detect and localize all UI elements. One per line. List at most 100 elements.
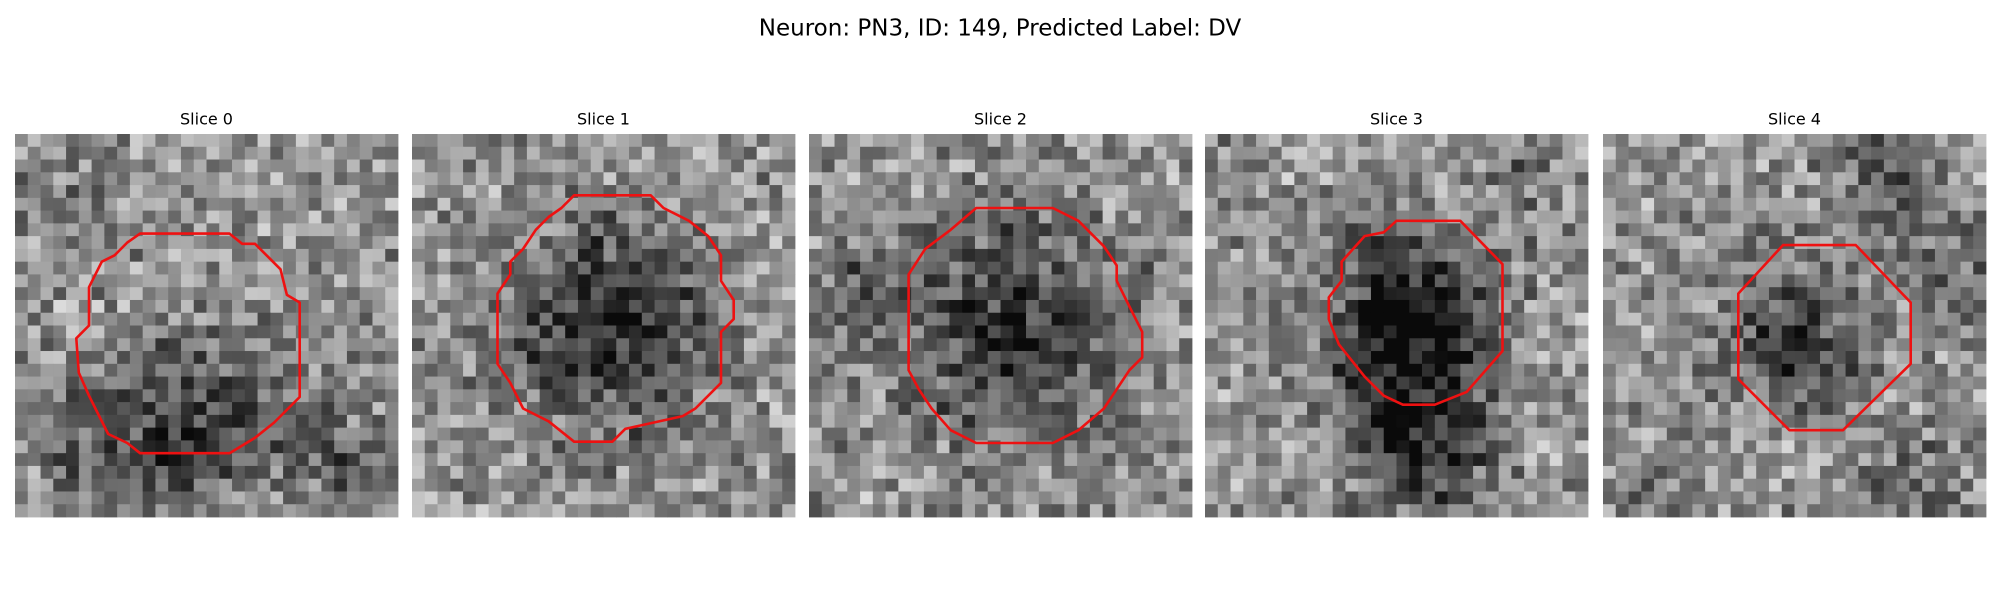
pixel xyxy=(53,210,67,224)
pixel xyxy=(193,261,207,275)
pixel xyxy=(155,299,169,314)
pixel xyxy=(1447,465,1461,480)
pixel xyxy=(1319,478,1334,492)
pixel xyxy=(821,453,835,467)
pixel xyxy=(962,465,976,480)
pixel xyxy=(743,172,758,186)
pixel xyxy=(1858,146,1872,160)
pixel xyxy=(1268,478,1282,492)
pixel xyxy=(1243,504,1257,518)
pixel xyxy=(1947,325,1961,339)
pixel xyxy=(1026,402,1040,416)
pixel xyxy=(1409,491,1423,505)
pixel xyxy=(1485,491,1500,505)
pixel xyxy=(488,351,502,365)
pixel xyxy=(616,146,630,160)
pixel xyxy=(104,210,118,224)
pixel xyxy=(1615,440,1629,454)
pixel xyxy=(987,134,1001,148)
pixel xyxy=(1960,287,1974,301)
pixel xyxy=(629,146,643,160)
pixel xyxy=(1064,389,1078,403)
pixel xyxy=(1409,299,1423,314)
pixel xyxy=(1473,402,1487,416)
pixel xyxy=(244,325,258,339)
pixel xyxy=(692,414,707,429)
pixel xyxy=(1536,185,1551,199)
pixel xyxy=(936,261,950,275)
pixel xyxy=(552,299,566,314)
pixel xyxy=(1179,389,1193,403)
pixel xyxy=(1434,172,1448,186)
pixel xyxy=(334,287,348,301)
pixel xyxy=(1447,504,1461,518)
pixel xyxy=(1679,210,1693,224)
pixel xyxy=(1358,325,1372,339)
pixel xyxy=(1820,376,1834,390)
pixel xyxy=(359,440,373,454)
pixel xyxy=(603,312,617,326)
pixel xyxy=(1447,402,1461,416)
pixel xyxy=(463,274,477,288)
pixel xyxy=(1679,465,1693,480)
pixel xyxy=(1717,351,1732,365)
pixel xyxy=(104,236,118,250)
pixel xyxy=(1256,478,1270,492)
pixel xyxy=(78,159,92,173)
pixel xyxy=(1294,210,1308,224)
pixel xyxy=(1883,248,1898,263)
pixel xyxy=(219,504,233,518)
pixel xyxy=(1934,274,1949,288)
pixel xyxy=(629,504,643,518)
pixel xyxy=(514,351,528,365)
pixel xyxy=(463,248,477,263)
pixel xyxy=(974,248,989,263)
pixel xyxy=(923,338,938,352)
pixel xyxy=(372,414,386,429)
pixel xyxy=(372,223,386,237)
pixel xyxy=(809,363,823,377)
pixel xyxy=(1883,363,1898,377)
pixel xyxy=(1128,389,1142,403)
pixel xyxy=(1281,236,1295,250)
pixel xyxy=(155,402,169,416)
pixel xyxy=(1230,185,1244,199)
pixel xyxy=(1179,325,1193,339)
pixel xyxy=(168,261,182,275)
pixel xyxy=(1485,440,1500,454)
pixel xyxy=(1934,465,1949,480)
pixel xyxy=(872,440,886,454)
pixel xyxy=(705,223,719,237)
pixel xyxy=(821,223,835,237)
pixel xyxy=(359,248,373,263)
pixel xyxy=(1473,351,1487,365)
pixel xyxy=(743,236,758,250)
pixel xyxy=(1549,504,1563,518)
pixel xyxy=(1319,440,1334,454)
pixel xyxy=(1909,159,1923,173)
pixel xyxy=(1422,146,1436,160)
pixel xyxy=(257,440,271,454)
pixel xyxy=(1781,504,1795,518)
pixel xyxy=(66,134,80,148)
pixel xyxy=(206,172,220,186)
pixel xyxy=(283,248,297,263)
pixel xyxy=(923,325,938,339)
pixel xyxy=(1562,172,1576,186)
pixel xyxy=(1896,134,1910,148)
pixel xyxy=(692,134,707,148)
pixel xyxy=(1307,299,1321,314)
pixel xyxy=(475,134,489,148)
pixel xyxy=(1243,440,1257,454)
pixel xyxy=(1603,376,1617,390)
pixel xyxy=(1973,261,1987,275)
pixel xyxy=(1153,274,1167,288)
pixel xyxy=(1140,325,1155,339)
pixel xyxy=(1268,287,1282,301)
pixel xyxy=(219,453,233,467)
pixel xyxy=(1756,236,1770,250)
pixel xyxy=(219,402,233,416)
pixel xyxy=(1973,146,1987,160)
pixel xyxy=(346,210,361,224)
pixel xyxy=(1319,465,1334,480)
